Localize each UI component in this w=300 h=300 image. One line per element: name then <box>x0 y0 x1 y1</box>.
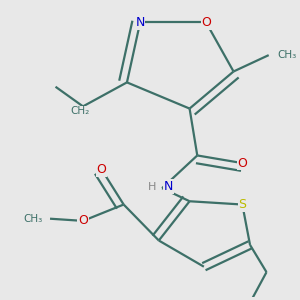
Text: N: N <box>135 16 145 29</box>
Text: O: O <box>237 157 247 169</box>
Text: H: H <box>148 182 156 191</box>
Text: CH₂: CH₂ <box>70 106 89 116</box>
Text: O: O <box>78 214 88 227</box>
Text: CH₃: CH₃ <box>277 50 296 60</box>
Text: O: O <box>201 16 211 29</box>
Text: N: N <box>164 180 173 193</box>
Text: S: S <box>238 198 246 211</box>
Text: O: O <box>97 163 106 176</box>
Text: CH₃: CH₃ <box>23 214 43 224</box>
